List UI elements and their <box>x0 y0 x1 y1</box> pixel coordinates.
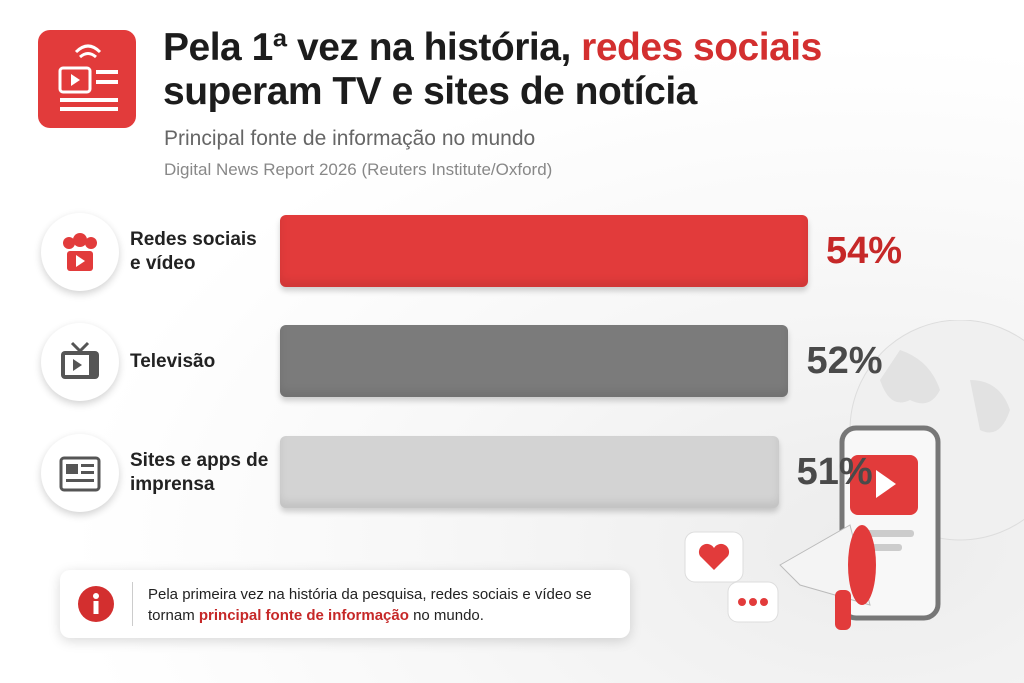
title-part: superam TV e sites de notícia <box>163 70 697 113</box>
category-icon <box>41 434 119 512</box>
category-label: Televisão <box>130 351 216 372</box>
category-label: Sites e apps de imprensa <box>130 450 269 495</box>
value-label: 54% <box>826 230 903 272</box>
title-highlight: redes sociais <box>581 26 822 69</box>
value-label: 51% <box>796 451 873 493</box>
info-icon <box>78 586 114 622</box>
bar <box>280 325 789 397</box>
category-icon <box>41 213 119 291</box>
bar <box>280 436 779 508</box>
title-part: Pela 1ª vez na história, <box>163 26 571 69</box>
bar <box>280 215 808 287</box>
note-part: no mundo. <box>413 607 484 624</box>
subtitle: Principal fonte de informação no mundo <box>164 127 536 150</box>
note-text: Pela primeira vez na história da pesquis… <box>148 584 618 626</box>
chart-title: Pela 1ª vez na história, redes sociais s… <box>163 26 822 114</box>
value-label: 52% <box>806 340 883 382</box>
note-part: Pela primeira vez na história da pesquis… <box>148 586 592 624</box>
source: Digital News Report 2026 (Reuters Instit… <box>164 160 553 179</box>
category-icon <box>41 323 119 401</box>
illustration <box>684 320 1024 630</box>
header-icon <box>38 30 136 128</box>
category-label: Redes sociais e vídeo <box>130 229 257 274</box>
note-box: Pela primeira vez na história da pesquis… <box>60 570 630 638</box>
divider <box>132 582 133 626</box>
note-highlight: principal fonte de informação <box>198 607 409 624</box>
